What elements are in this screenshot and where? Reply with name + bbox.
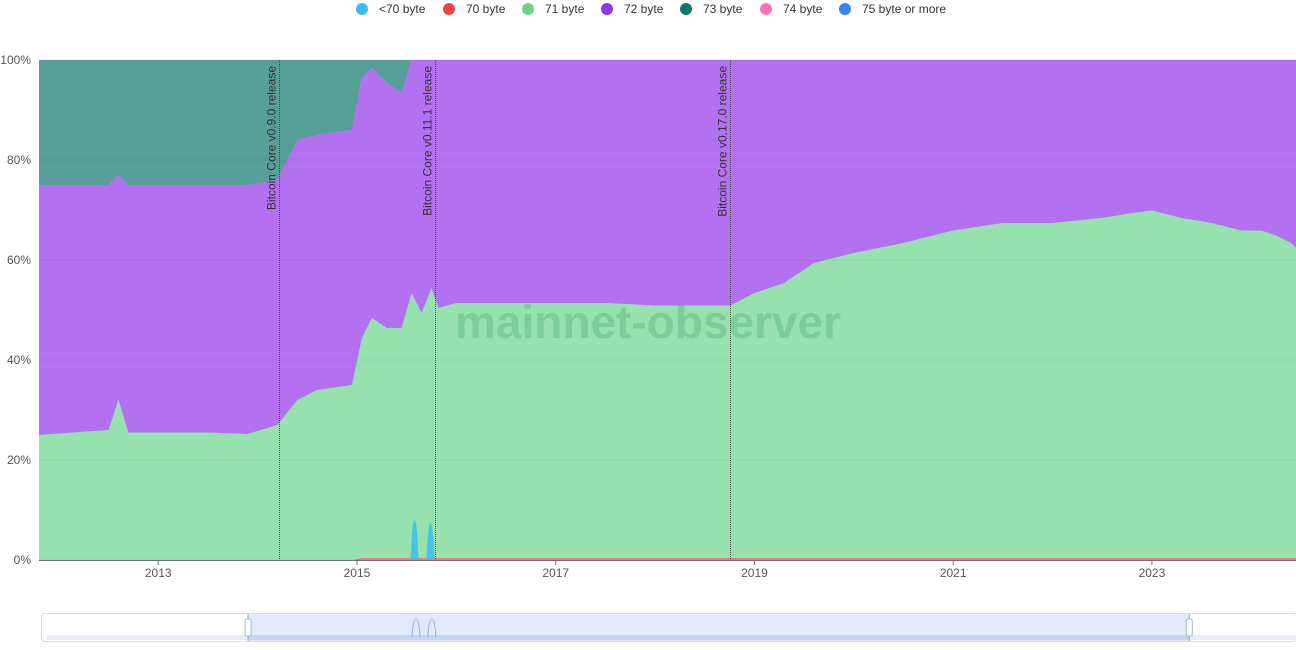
y-tick-label: 60% xyxy=(7,253,31,267)
y-tick-label: 0% xyxy=(14,553,32,567)
area-70-byte xyxy=(39,558,1296,560)
y-tick-label: 80% xyxy=(7,153,31,167)
legend-dot-icon xyxy=(680,3,692,15)
spike-70-byte xyxy=(426,522,435,560)
legend-dot-icon xyxy=(601,3,613,15)
zoom-handle-left[interactable] xyxy=(244,618,252,637)
zoom-selection-fill xyxy=(248,635,1190,640)
y-tick-label: 100% xyxy=(0,53,31,67)
area-71-byte xyxy=(39,210,1296,560)
y-tick-label: 20% xyxy=(7,453,31,467)
legend-item-71-byte[interactable]: 71 byte xyxy=(522,2,584,16)
zoom-spike-preview xyxy=(411,618,421,638)
x-tick-label: 2019 xyxy=(741,566,768,580)
legend-label: 70 byte xyxy=(466,2,506,16)
legend-dot-icon xyxy=(522,3,534,15)
legend-label: 71 byte xyxy=(545,2,585,16)
area-series xyxy=(39,60,1296,560)
release-annotations: Bitcoin Core v0.9.0 release Bitcoin Core … xyxy=(264,60,731,560)
area-73-byte xyxy=(39,60,1296,185)
legend-label: 74 byte xyxy=(783,2,823,16)
x-tick-label: 2023 xyxy=(1139,566,1166,580)
y-tick-label: 40% xyxy=(7,353,31,367)
x-tick-label: 2021 xyxy=(940,566,967,580)
legend-label: <70 byte xyxy=(379,2,426,16)
annotation-label: Bitcoin Core v0.17.0 release xyxy=(716,66,730,217)
chart-legend: <70 byte 70 byte 71 byte 72 byte 73 byte 74 b… xyxy=(0,0,1296,22)
legend-dot-icon xyxy=(443,3,455,15)
legend-label: 72 byte xyxy=(624,2,664,16)
axes: 0% 20% 40% 60% 80% 100% 2013 2015 2017 2019 2021 20… xyxy=(0,53,1296,580)
legend-item-70-byte[interactable]: <70 byte xyxy=(356,2,425,16)
legend-dot-icon xyxy=(760,3,772,15)
legend-item-70-byte[interactable]: 70 byte xyxy=(443,2,505,16)
x-tick-label: 2015 xyxy=(344,566,371,580)
legend-label: 73 byte xyxy=(703,2,743,16)
zoom-handle-right[interactable] xyxy=(1185,618,1193,637)
watermark-text: mainnet-observer xyxy=(455,296,841,348)
zoom-spike-preview xyxy=(427,618,437,638)
annotation-label: Bitcoin Core v0.11.1 release xyxy=(420,66,434,216)
area-72-byte xyxy=(39,60,1296,435)
legend-label: 75 byte or more xyxy=(862,2,947,16)
legend-dot-icon xyxy=(839,3,851,15)
legend-dot-icon xyxy=(356,3,368,15)
legend-item-75-byte-or-more[interactable]: 75 byte or more xyxy=(839,2,946,16)
legend-item-72-byte[interactable]: 72 byte xyxy=(601,2,663,16)
x-tick-label: 2013 xyxy=(145,566,172,580)
legend-item-74-byte[interactable]: 74 byte xyxy=(760,2,822,16)
annotation-label: Bitcoin Core v0.9.0 release xyxy=(264,66,278,210)
x-tick-label: 2017 xyxy=(542,566,569,580)
zoom-slider[interactable] xyxy=(41,613,1296,642)
legend-item-73-byte[interactable]: 73 byte xyxy=(680,2,742,16)
spike-70-byte xyxy=(410,520,419,560)
